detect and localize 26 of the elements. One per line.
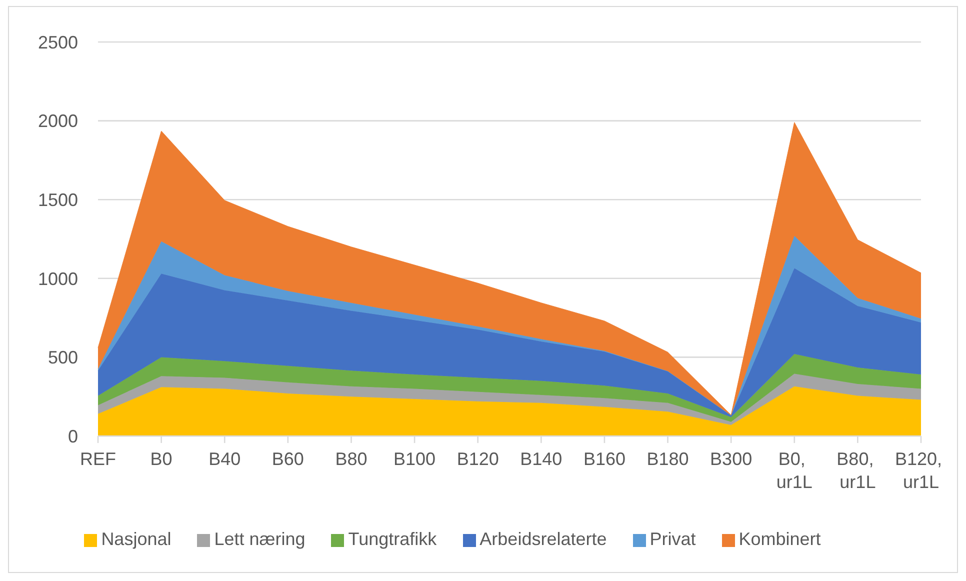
- x-tick-label: B160: [583, 449, 626, 469]
- y-tick-label: 2000: [38, 111, 78, 132]
- x-tick-label: B60: [272, 449, 304, 469]
- legend-label: Tungtrafikk: [348, 529, 437, 549]
- legend-label: Privat: [650, 529, 696, 549]
- legend-label: Nasjonal: [101, 529, 172, 549]
- y-tick-label: 1000: [38, 268, 78, 289]
- legend-label: Lett næring: [214, 529, 306, 549]
- x-tick-label: B40: [208, 449, 241, 469]
- x-tick-label: B300: [710, 449, 752, 469]
- x-tick-label: B80, ur1L: [836, 449, 879, 492]
- x-tick-label: B180: [646, 449, 689, 469]
- x-tick-label: B140: [520, 449, 562, 469]
- x-tick-label: B0: [150, 449, 172, 469]
- x-tick-label: B100: [394, 449, 436, 469]
- y-tick-label: 0: [68, 426, 78, 446]
- legend-label: Arbeidsrelaterte: [480, 529, 607, 549]
- y-tick-label: 1500: [38, 190, 78, 210]
- x-tick-label: B0, ur1L: [776, 449, 812, 492]
- x-tick-label: B120, ur1L: [894, 449, 948, 492]
- y-tick-label: 500: [48, 348, 78, 368]
- y-tick-label: 2500: [38, 32, 78, 52]
- x-tick-label: REF: [80, 449, 116, 469]
- x-tick-label: B120: [456, 449, 499, 469]
- x-tick-label: B80: [335, 449, 368, 469]
- legend-label: Kombinert: [738, 529, 821, 549]
